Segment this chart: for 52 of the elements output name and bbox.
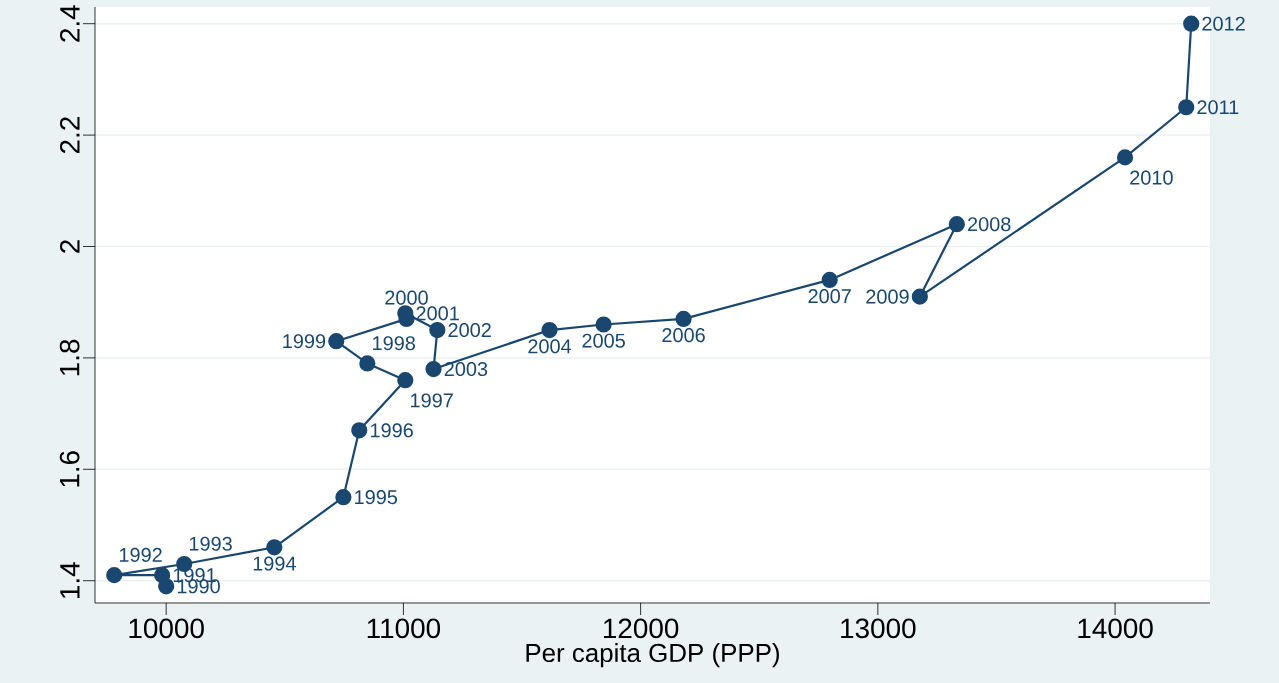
point [154,567,171,584]
annotation: 1994 [253,556,296,571]
point [1183,15,1200,32]
y-tick-label: 1.6 [59,451,80,487]
point [821,271,838,289]
point [595,316,612,333]
annotation: 2003 [444,361,488,377]
point [397,372,414,389]
x-tick-label: 13000 [841,618,916,639]
point [335,489,352,506]
annotation: 1993 [189,536,232,551]
annotation: 2007 [808,289,851,304]
annotation: 1992 [119,547,162,562]
annotation: 2011 [1197,100,1239,115]
annotation: 2009 [866,289,909,304]
y-tick-label: 2.4 [60,5,80,42]
annotation: 2012 [1202,16,1245,31]
annotation: 2000 [385,290,428,305]
x-tick-label: 14000 [1078,618,1153,639]
y-tick-label: 1.8 [59,339,80,376]
annotation: 1995 [355,490,398,505]
point [948,216,965,233]
annotation: 2004 [528,339,572,354]
x-axis-title: Per capita GDP (PPP) [526,643,779,668]
point [106,567,123,584]
point [1178,99,1195,116]
x-tick-label: 11000 [367,618,441,639]
annotation: 1997 [411,393,453,408]
point [911,288,928,305]
point [429,321,446,339]
point [541,321,558,339]
point [425,360,442,378]
annotation: 1998 [373,336,415,351]
x-tick-label: 12000 [603,618,679,639]
point [351,422,368,439]
point [266,539,283,556]
annotation: 1996 [370,423,413,438]
annotation: 1999 [283,334,326,349]
y-tick-label: 2.2 [60,117,80,154]
point [1116,149,1134,166]
annotation: 2002 [448,323,491,338]
point [359,355,376,372]
y-tick-label: 1.4 [60,562,80,598]
annotation: 2008 [968,217,1011,232]
annotation: 2005 [582,333,625,348]
annotation: 2001 [416,306,459,321]
y-tick-label: 2 [60,240,80,253]
point [675,310,692,328]
annotation: 2010 [1130,170,1173,185]
annotation: 2006 [662,328,705,343]
point [328,333,345,350]
x-tick-label: 10000 [129,618,204,639]
